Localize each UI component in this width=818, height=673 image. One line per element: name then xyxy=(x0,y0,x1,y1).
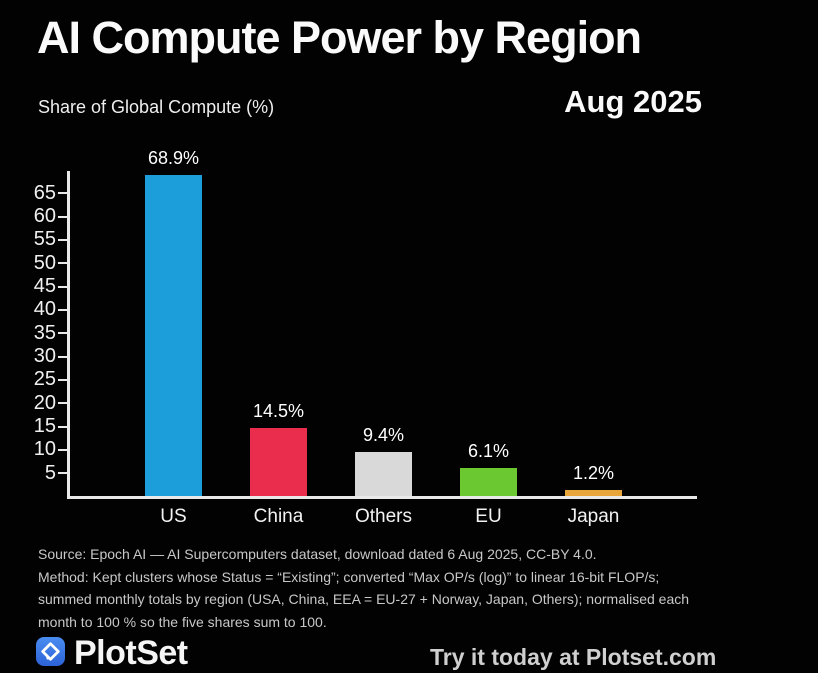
value-label-others: 9.4% xyxy=(362,425,405,446)
y-tick-mark xyxy=(58,192,67,195)
y-tick-label: 5 xyxy=(44,461,56,484)
y-tick-label: 60 xyxy=(33,205,56,228)
method-line-2: summed monthly totals by region (USA, Ch… xyxy=(38,591,690,607)
method-line-1: Method: Kept clusters whose Status = “Ex… xyxy=(38,568,660,585)
y-tick-label: 15 xyxy=(33,415,56,437)
y-tick-mark xyxy=(58,448,67,451)
category-label-us: US xyxy=(160,506,187,527)
y-tick-label: 35 xyxy=(33,321,56,344)
value-label-china: 14.5% xyxy=(252,401,305,422)
y-tick-mark xyxy=(58,378,67,381)
method-line-3: month to 100 % so the five shares sum to… xyxy=(38,613,327,630)
y-tick-label: 25 xyxy=(33,368,56,391)
plotset-wordmark[interactable]: PlotSet xyxy=(74,634,188,672)
y-axis-line xyxy=(67,171,70,499)
y-tick-label: 10 xyxy=(33,438,56,461)
y-tick-mark xyxy=(58,308,67,311)
source-line: Source: Epoch AI — AI Supercomputers dat… xyxy=(38,546,597,562)
bar-japan xyxy=(565,490,622,496)
x-axis-line xyxy=(67,496,697,499)
y-tick-label: 55 xyxy=(33,228,56,251)
plotset-logo[interactable] xyxy=(36,637,65,666)
branding-bar: PlotSet Try it today at Plotset.com xyxy=(0,633,818,673)
date-label: Aug 2025 xyxy=(564,84,702,119)
y-tick-mark xyxy=(58,402,67,405)
bar-us xyxy=(145,174,202,496)
source-note: Source: Epoch AI — AI Supercomputers dat… xyxy=(38,543,689,633)
y-tick-mark xyxy=(58,355,67,358)
y-tick-mark xyxy=(58,285,67,288)
value-label-japan: 1.2% xyxy=(572,463,615,484)
plotset-diamond-icon xyxy=(39,640,62,663)
bar-others xyxy=(355,452,412,496)
category-label-china: China xyxy=(253,506,304,527)
y-tick-label: 50 xyxy=(33,251,56,274)
bar-eu xyxy=(460,467,517,496)
y-tick-label: 45 xyxy=(33,275,56,298)
y-tick-mark xyxy=(58,472,67,475)
value-label-us: 68.9% xyxy=(147,147,200,168)
plotset-tagline-link[interactable]: Try it today at Plotset.com xyxy=(430,644,717,670)
page-title: AI Compute Power by Region xyxy=(37,12,642,63)
category-label-eu: EU xyxy=(475,506,502,527)
y-tick-label: 65 xyxy=(33,181,56,204)
category-label-japan: Japan xyxy=(567,506,620,527)
value-label-eu: 6.1% xyxy=(467,440,510,461)
y-tick-mark xyxy=(58,238,67,241)
y-tick-mark xyxy=(58,215,67,218)
bar-chart: 5 10 15 20 25 30 35 40 45 50 55 60 65 68.9% US 14.5% Chi… xyxy=(0,130,818,540)
category-label-others: Others xyxy=(354,506,413,527)
chart-subtitle: Share of Global Compute (%) xyxy=(38,97,275,117)
y-tick-mark xyxy=(58,425,67,428)
y-tick-label: 40 xyxy=(33,298,56,321)
y-tick-label: 30 xyxy=(33,345,56,368)
bar-china xyxy=(250,428,307,496)
y-tick-mark xyxy=(58,262,67,265)
y-tick-label: 20 xyxy=(33,391,56,414)
y-tick-mark xyxy=(58,332,67,335)
